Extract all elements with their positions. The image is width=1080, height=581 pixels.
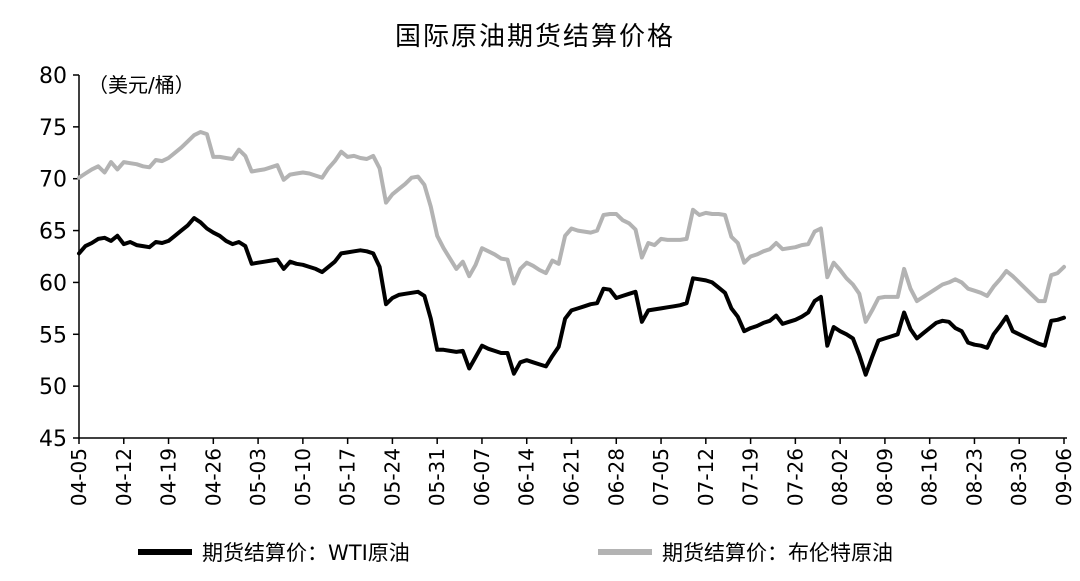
x-tick-label: 09-06 [1052, 448, 1076, 506]
y-tick-label: 55 [39, 323, 67, 348]
y-tick-label: 75 [39, 116, 67, 141]
y-tick-label: 50 [39, 375, 67, 400]
x-tick-label: 06-28 [604, 448, 628, 506]
y-tick-label: 70 [39, 168, 67, 193]
x-tick-label: 07-12 [694, 448, 718, 506]
y-axis-ticks: 45 50 55 60 65 70 75 80 [39, 64, 79, 452]
x-tick-label: 06-14 [515, 448, 539, 506]
unit-label: （美元/桶） [88, 73, 195, 97]
x-tick-label: 08-09 [873, 448, 897, 506]
x-tick-label: 08-16 [918, 448, 942, 506]
legend-label-brent: 期货结算价：布伦特原油 [662, 541, 893, 565]
x-tick-label: 04-12 [112, 448, 136, 506]
x-tick-label: 08-23 [962, 448, 986, 506]
x-tick-label: 07-26 [783, 448, 807, 506]
x-tick-label: 05-24 [380, 448, 404, 506]
x-tick-label: 05-03 [246, 448, 270, 506]
x-tick-label: 06-07 [470, 448, 494, 506]
x-tick-label: 05-17 [336, 448, 360, 506]
x-tick-label: 08-30 [1007, 448, 1031, 506]
x-axis-ticks: 04-05 04-12 04-19 04-26 05-03 05-10 05-17 05-24… [67, 438, 1076, 506]
x-tick-label: 04-05 [67, 448, 91, 506]
x-tick-label: 06-21 [560, 448, 584, 506]
legend: 期货结算价：WTI原油 期货结算价：布伦特原油 [138, 541, 893, 565]
series-line-brent [77, 130, 1066, 324]
x-tick-label: 04-19 [157, 448, 181, 506]
x-tick-label: 05-31 [425, 448, 449, 506]
y-tick-label: 45 [39, 427, 67, 452]
x-tick-label: 04-26 [201, 448, 225, 506]
x-tick-label: 08-02 [828, 448, 852, 506]
chart-title: 国际原油期货结算价格 [395, 22, 675, 52]
x-tick-label: 07-19 [739, 448, 763, 506]
series-line-wti [77, 216, 1066, 377]
series-layer [77, 130, 1066, 377]
x-tick-label: 05-10 [291, 448, 315, 506]
legend-label-wti: 期货结算价：WTI原油 [202, 541, 410, 565]
y-tick-label: 80 [39, 64, 67, 89]
y-tick-label: 60 [39, 271, 67, 296]
y-tick-label: 65 [39, 220, 67, 245]
x-tick-label: 07-05 [649, 448, 673, 506]
